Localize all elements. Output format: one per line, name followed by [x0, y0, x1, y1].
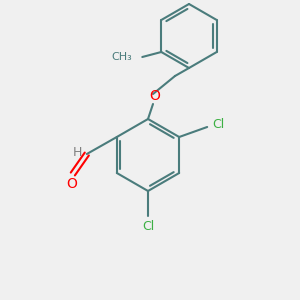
Text: Cl: Cl	[142, 220, 154, 233]
Text: CH₃: CH₃	[112, 52, 132, 62]
Text: O: O	[150, 89, 160, 103]
Text: Cl: Cl	[212, 118, 224, 130]
Text: O: O	[66, 177, 77, 191]
Text: H: H	[73, 146, 83, 160]
